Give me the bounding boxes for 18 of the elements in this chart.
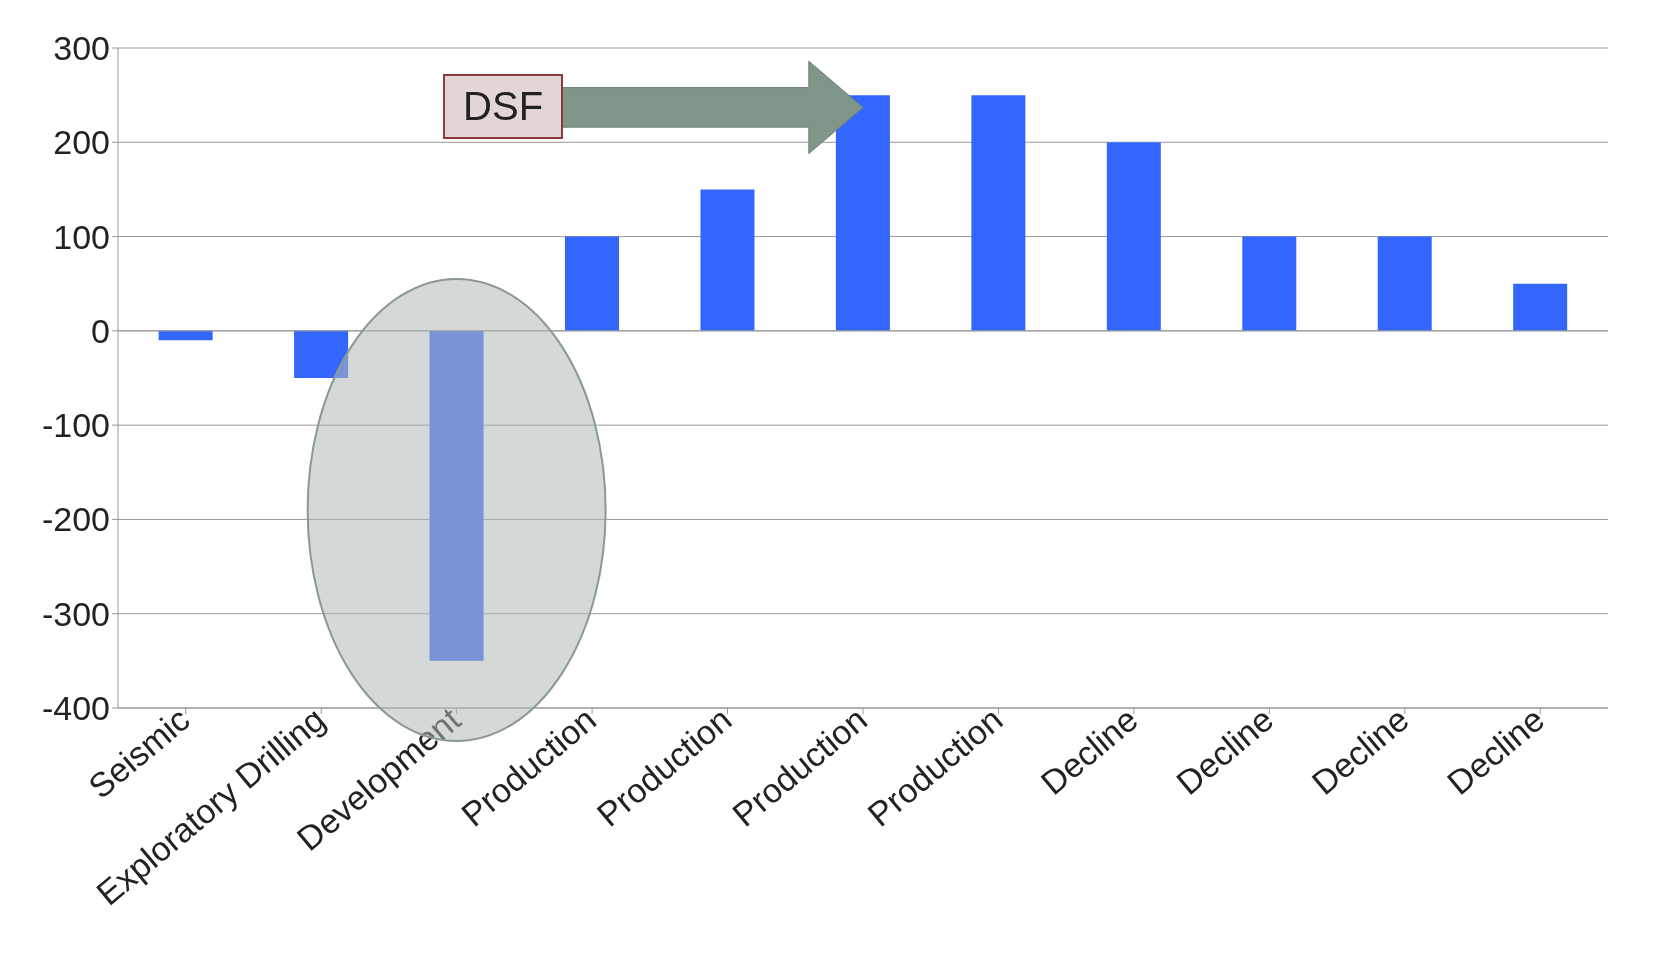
bar xyxy=(1106,142,1161,331)
bar xyxy=(429,330,484,661)
bar xyxy=(1513,283,1568,331)
y-tick-label: -300 xyxy=(41,594,110,633)
y-tick-label: -100 xyxy=(41,406,110,445)
y-tick-label: 0 xyxy=(91,311,110,350)
y-tick-label: 200 xyxy=(53,123,110,162)
annotation: DSF xyxy=(443,74,564,140)
bar xyxy=(294,330,349,378)
bar xyxy=(971,95,1026,331)
bar xyxy=(835,95,890,331)
bar xyxy=(1242,236,1297,331)
y-tick-label: -200 xyxy=(41,500,110,539)
y-tick-label: 300 xyxy=(53,29,110,68)
bar xyxy=(1377,236,1432,331)
y-tick-label: 100 xyxy=(53,217,110,256)
bar xyxy=(565,236,619,331)
bar xyxy=(700,189,755,331)
